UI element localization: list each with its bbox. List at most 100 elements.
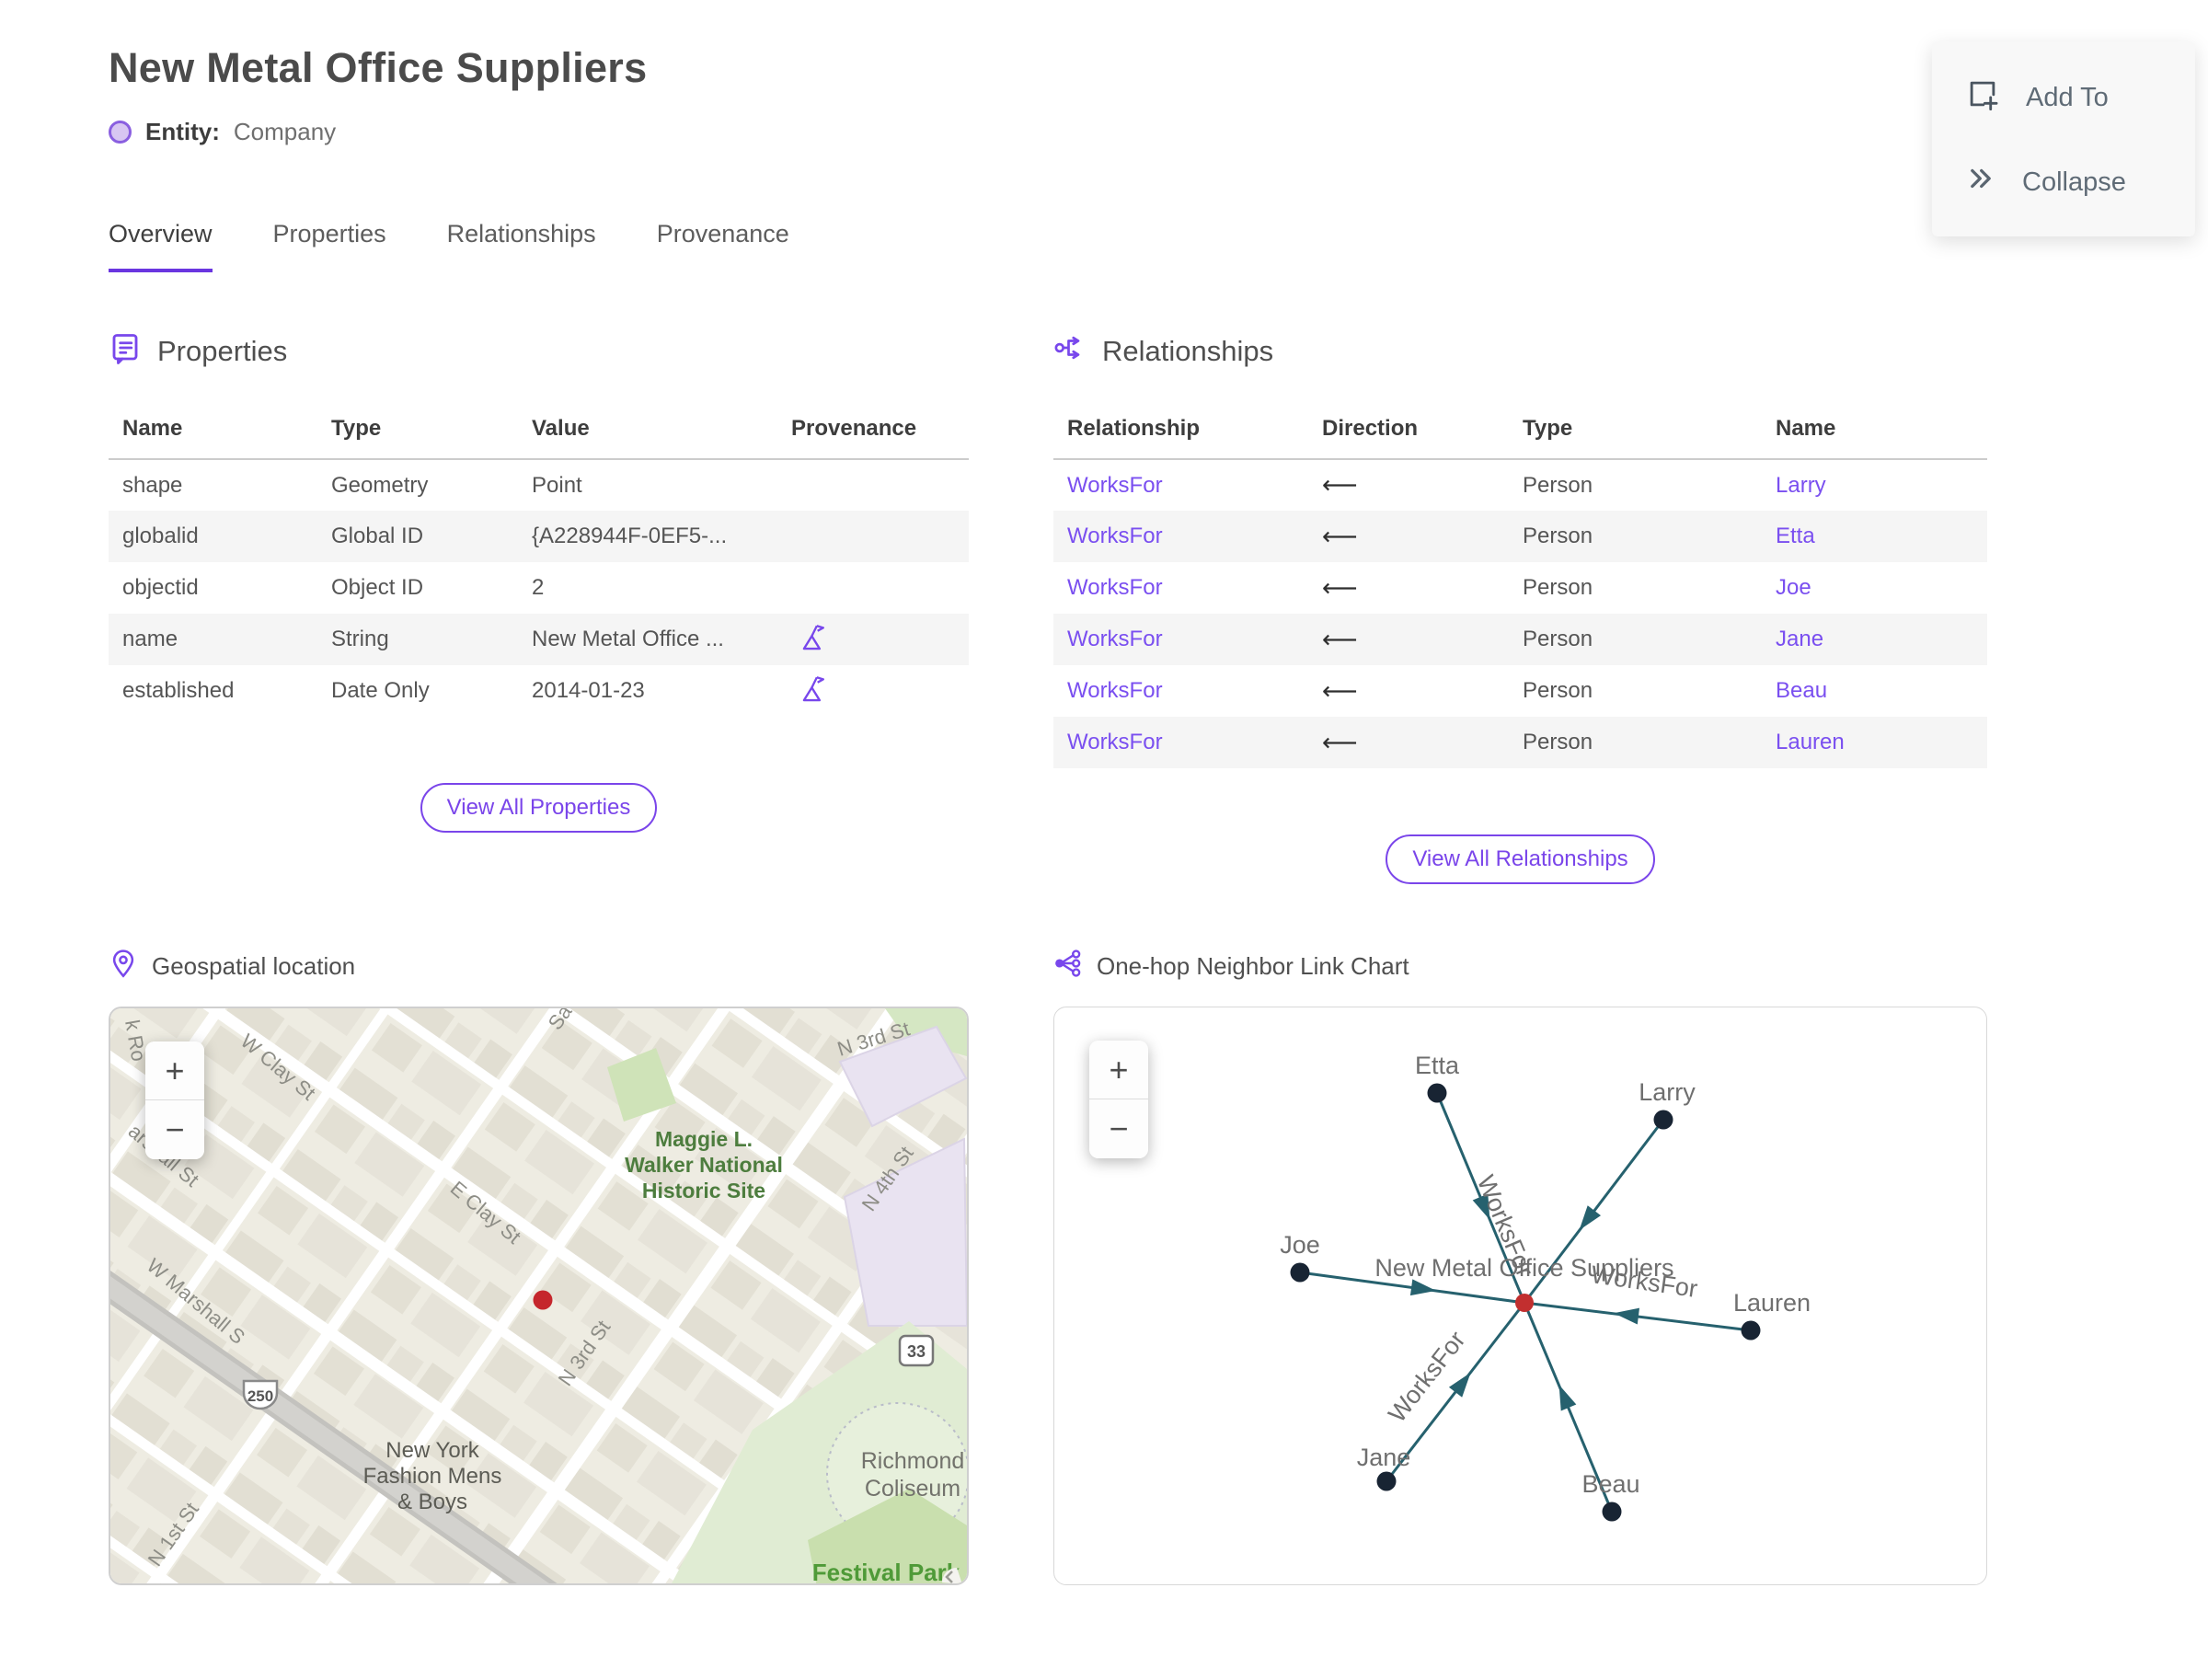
properties-section-title: Properties <box>157 335 288 367</box>
collapse-label: Collapse <box>2022 167 2126 197</box>
map-zoom-out-button[interactable]: − <box>145 1100 204 1159</box>
link-chart-card[interactable]: Etta Larry Joe Lauren Jane Beau New Meta… <box>1053 1007 1987 1585</box>
node-jane[interactable] <box>1376 1471 1397 1491</box>
col-header-relationship: Relationship <box>1053 405 1308 460</box>
link-chart-title: One-hop Neighbor Link Chart <box>1097 952 1409 980</box>
property-provenance <box>777 665 969 717</box>
related-type: Person <box>1523 524 1593 548</box>
related-entity-link[interactable]: Beau <box>1776 678 1828 703</box>
property-row: globalid Global ID {A228944F-0EF5-... <box>109 511 969 562</box>
tab-bar: Overview Properties Relationships Proven… <box>109 220 2208 272</box>
properties-section: Properties Name Type Value Provenance <box>109 331 969 884</box>
related-entity-link[interactable]: Lauren <box>1776 730 1845 754</box>
add-to-button[interactable]: Add To <box>1932 54 2195 141</box>
relationship-link[interactable]: WorksFor <box>1067 472 1163 498</box>
related-entity-link[interactable]: Joe <box>1776 575 1811 600</box>
svg-text:Historic Site: Historic Site <box>642 1179 765 1202</box>
tab-overview[interactable]: Overview <box>109 220 213 272</box>
property-row: name String New Metal Office ... <box>109 614 969 665</box>
map-zoom-in-button[interactable]: + <box>145 1041 204 1100</box>
entity-subtitle: Entity: Company <box>109 118 2208 146</box>
relationship-row: WorksFor ⟵ Person Etta <box>1053 511 1987 562</box>
entity-location-marker[interactable] <box>533 1290 553 1310</box>
collapse-button[interactable]: Collapse <box>1932 141 2195 224</box>
node-lauren[interactable] <box>1741 1320 1761 1341</box>
related-entity-link[interactable]: Larry <box>1776 472 1826 498</box>
edge-arrowhead <box>1409 1279 1436 1296</box>
attribution-toggle[interactable] <box>942 1568 962 1584</box>
view-all-properties-button[interactable]: View All Properties <box>420 783 658 833</box>
properties-section-header: Properties <box>109 331 969 372</box>
edge-label: WorksFor <box>1589 1260 1699 1303</box>
property-value: {A228944F-0EF5-... <box>532 524 728 548</box>
basemap[interactable]: k Ro W Clay St Sa N 3rd St N 4th St arsh… <box>110 1008 967 1585</box>
node-label: Beau <box>1581 1470 1639 1498</box>
col-header-provenance: Provenance <box>777 405 969 460</box>
relationship-row: WorksFor ⟵ Person Lauren <box>1053 717 1987 768</box>
property-row: shape Geometry Point <box>109 459 969 511</box>
geospatial-title: Geospatial location <box>152 952 356 980</box>
node-label: Joe <box>1280 1231 1320 1259</box>
link-chart-zoom-control: + − <box>1089 1041 1148 1158</box>
tab-provenance[interactable]: Provenance <box>656 220 789 247</box>
related-entity-link[interactable]: Etta <box>1776 524 1815 548</box>
tab-relationships[interactable]: Relationships <box>446 220 596 247</box>
direction-arrow: ⟵ <box>1322 471 1358 499</box>
map-pin-icon <box>109 949 138 984</box>
node-larry[interactable] <box>1653 1110 1673 1130</box>
node-joe[interactable] <box>1290 1262 1310 1283</box>
link-chart-zoom-in-button[interactable]: + <box>1089 1041 1148 1099</box>
node-etta[interactable] <box>1427 1083 1447 1103</box>
link-chart-canvas[interactable]: Etta Larry Joe Lauren Jane Beau New Meta… <box>1054 1007 1986 1585</box>
link-chart-zoom-out-button[interactable]: − <box>1089 1099 1148 1158</box>
property-provenance <box>777 459 969 511</box>
entity-label: Entity: <box>145 118 220 145</box>
relationship-link[interactable]: WorksFor <box>1067 524 1163 548</box>
node-beau[interactable] <box>1602 1502 1622 1522</box>
poi-label-coliseum: Richmond Coliseum <box>861 1448 965 1502</box>
col-header-direction: Direction <box>1308 405 1509 460</box>
relationship-row: WorksFor ⟵ Person Larry <box>1053 459 1987 511</box>
route-shield-33: 33 <box>898 1334 935 1367</box>
property-row: objectid Object ID 2 <box>109 562 969 614</box>
park-area <box>607 1048 676 1122</box>
edge-arrowhead <box>1558 1385 1577 1411</box>
relationship-link[interactable]: WorksFor <box>1067 730 1163 754</box>
edge-arrowhead <box>1579 1205 1602 1231</box>
node-label: Lauren <box>1733 1289 1811 1317</box>
related-entity-link[interactable]: Jane <box>1776 627 1824 651</box>
edge-arrowhead <box>1448 1372 1471 1398</box>
map-zoom-control: + − <box>145 1041 204 1159</box>
property-row: established Date Only 2014-01-23 <box>109 665 969 717</box>
provenance-flag-icon[interactable] <box>799 675 829 709</box>
svg-text:33: 33 <box>907 1342 926 1361</box>
related-type: Person <box>1523 678 1593 703</box>
property-type: Global ID <box>331 524 424 548</box>
property-type: Geometry <box>331 472 429 498</box>
view-all-relationships-button[interactable]: View All Relationships <box>1386 834 1655 884</box>
property-provenance <box>777 614 969 665</box>
svg-text:Richmond: Richmond <box>861 1448 965 1474</box>
map-card[interactable]: k Ro W Clay St Sa N 3rd St N 4th St arsh… <box>109 1007 969 1585</box>
relationship-link[interactable]: WorksFor <box>1067 575 1163 600</box>
provenance-flag-icon[interactable] <box>799 624 829 658</box>
relationships-icon <box>1053 331 1087 372</box>
property-name: globalid <box>122 524 199 548</box>
relationship-link[interactable]: WorksFor <box>1067 627 1163 651</box>
property-value: New Metal Office ... <box>532 627 724 651</box>
col-header-value: Value <box>518 405 777 460</box>
col-header-name: Name <box>1762 405 1987 460</box>
property-provenance <box>777 511 969 562</box>
svg-text:Coliseum: Coliseum <box>865 1476 960 1502</box>
relationship-link[interactable]: WorksFor <box>1067 678 1163 703</box>
svg-text:New York: New York <box>385 1438 479 1463</box>
direction-arrow: ⟵ <box>1322 728 1358 756</box>
properties-icon <box>109 331 142 372</box>
relationship-row: WorksFor ⟵ Person Joe <box>1053 562 1987 614</box>
direction-arrow: ⟵ <box>1322 676 1358 705</box>
tab-properties[interactable]: Properties <box>272 220 386 247</box>
svg-text:Walker National: Walker National <box>625 1153 783 1177</box>
node-center-entity[interactable] <box>1515 1294 1534 1312</box>
civic-parcel <box>838 1025 967 1128</box>
